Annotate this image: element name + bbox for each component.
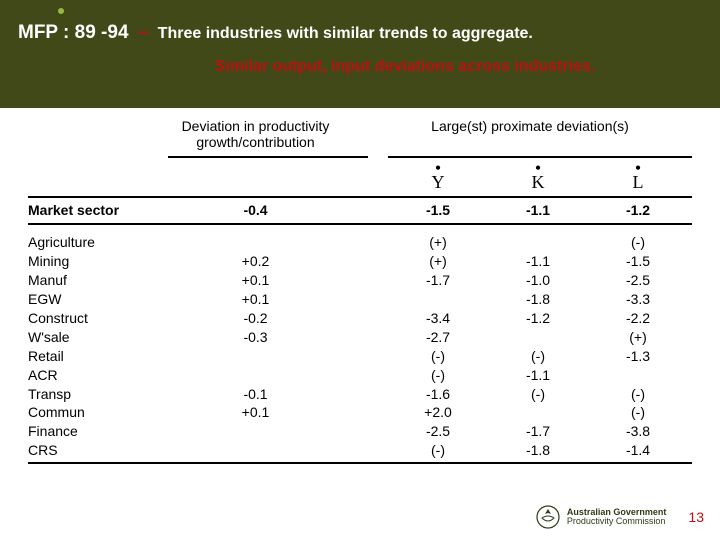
row-l: (-) [588,403,688,422]
row-y: -2.7 [388,328,488,347]
row-l: -2.5 [588,271,688,290]
table-bottom-rule [28,462,692,464]
row-dev: +0.1 [173,290,348,309]
row-label: Construct [28,309,173,328]
row-label: Agriculture [28,233,173,252]
header-dev-cell [173,170,348,194]
row-dev: -0.2 [173,309,348,328]
row-k: (-) [488,385,588,404]
table-row: CRS (-)-1.8-1.4 [28,441,692,460]
row-label: Retail [28,347,173,366]
table-row: Construct-0.2 -3.4-1.2-2.2 [28,309,692,328]
row-y: -3.4 [388,309,488,328]
row-y: (+) [388,233,488,252]
row-l: (-) [588,233,688,252]
table-row: W'sale-0.3 -2.7 (+) [28,328,692,347]
row-k [488,233,588,252]
page-number: 13 [688,509,704,525]
table-row: Retail(-)(-)-1.3 [28,347,692,366]
row-l: -1.4 [588,441,688,460]
row-l: (-) [588,385,688,404]
row-k: -1.1 [488,252,588,271]
row-label: EGW [28,290,173,309]
row-dev [173,233,348,252]
table-row: Commun+0.1 +2.0 (-) [28,403,692,422]
row-label: ACR [28,366,173,385]
row-k: -1.2 [488,309,588,328]
row-label: W'sale [28,328,173,347]
content-area: Deviation in productivity growth/contrib… [28,118,692,464]
slide-footer: Australian Government Productivity Commi… [535,504,704,530]
col-k: •K [488,170,588,194]
row-k: -1.8 [488,441,588,460]
row-y: (-) [388,347,488,366]
row-dev [173,441,348,460]
table-header-row: •Y •K •L [28,170,692,194]
table-row: ACR (-)-1.1 [28,366,692,385]
table-row: Transp-0.1-1.6(-)(-) [28,385,692,404]
row-label: Manuf [28,271,173,290]
row-y: (-) [388,366,488,385]
slide-title: MFP : 89 -94 – Three industries with sim… [18,22,702,44]
row-y: (-) [388,441,488,460]
market-sector-bold-row: Market sector-0.4-1.5-1.1-1.2 [28,196,692,225]
row-label: Transp [28,385,173,404]
row-l: -1.3 [588,347,688,366]
table-row: Manuf+0.1 -1.7-1.0-2.5 [28,271,692,290]
col-y: •Y [388,170,488,194]
header-deviation: Deviation in productivity growth/contrib… [173,118,348,150]
table-row: Mining+0.2 (+)-1.1-1.5 [28,252,692,271]
row-y [388,290,488,309]
row-l: -3.8 [588,422,688,441]
row-l: (+) [588,328,688,347]
accent-dot [58,8,64,14]
rule-deviation [168,156,368,158]
table-row: Agriculture (+) (-) [28,233,692,252]
row-k: -1.0 [488,271,588,290]
row-k [488,403,588,422]
row-k: (-) [488,347,588,366]
row-k: -1.8 [488,290,588,309]
row-y: +2.0 [388,403,488,422]
column-headers: Deviation in productivity growth/contrib… [28,118,692,150]
row-k [488,328,588,347]
row-label: Commun [28,403,173,422]
row-label: Mining [28,252,173,271]
row-y: -2.5 [388,422,488,441]
row-y: (+) [388,252,488,271]
header-label-cell [28,170,173,194]
row-dev: +0.2 [173,252,348,271]
row-l: -1.5 [588,252,688,271]
row-l: -3.3 [588,290,688,309]
table-row: EGW+0.1 -1.8-3.3 [28,290,692,309]
col-l: •L [588,170,688,194]
row-dev: -0.3 [173,328,348,347]
row-y: -1.7 [388,271,488,290]
row-dev: +0.1 [173,271,348,290]
title-sub: Three industries with similar trends to … [158,25,533,42]
row-k: -1.1 [488,366,588,385]
row-l: -2.2 [588,309,688,328]
title-separator: – [138,22,149,43]
row-l [588,366,688,385]
gov-crest: Australian Government Productivity Commi… [535,504,667,530]
row-label: Finance [28,422,173,441]
row-k: -1.7 [488,422,588,441]
row-dev [173,366,348,385]
table-row: Finance -2.5-1.7-3.8 [28,422,692,441]
header-band: MFP : 89 -94 – Three industries with sim… [0,0,720,108]
data-table: •Y •K •L -1.5 -1.1 -1.2 Market sector-0.… [28,170,692,464]
row-dev [173,422,348,441]
row-dev: -0.1 [173,385,348,404]
row-y: -1.6 [388,385,488,404]
title-main: MFP : 89 -94 [18,22,129,43]
header-large: Large(st) proximate deviation(s) [348,118,692,150]
row-label: CRS [28,441,173,460]
slide-subtitle: Similar output, input deviations across … [18,58,702,76]
row-dev: +0.1 [173,403,348,422]
footer-org2: Productivity Commission [567,517,667,526]
row-dev [173,347,348,366]
